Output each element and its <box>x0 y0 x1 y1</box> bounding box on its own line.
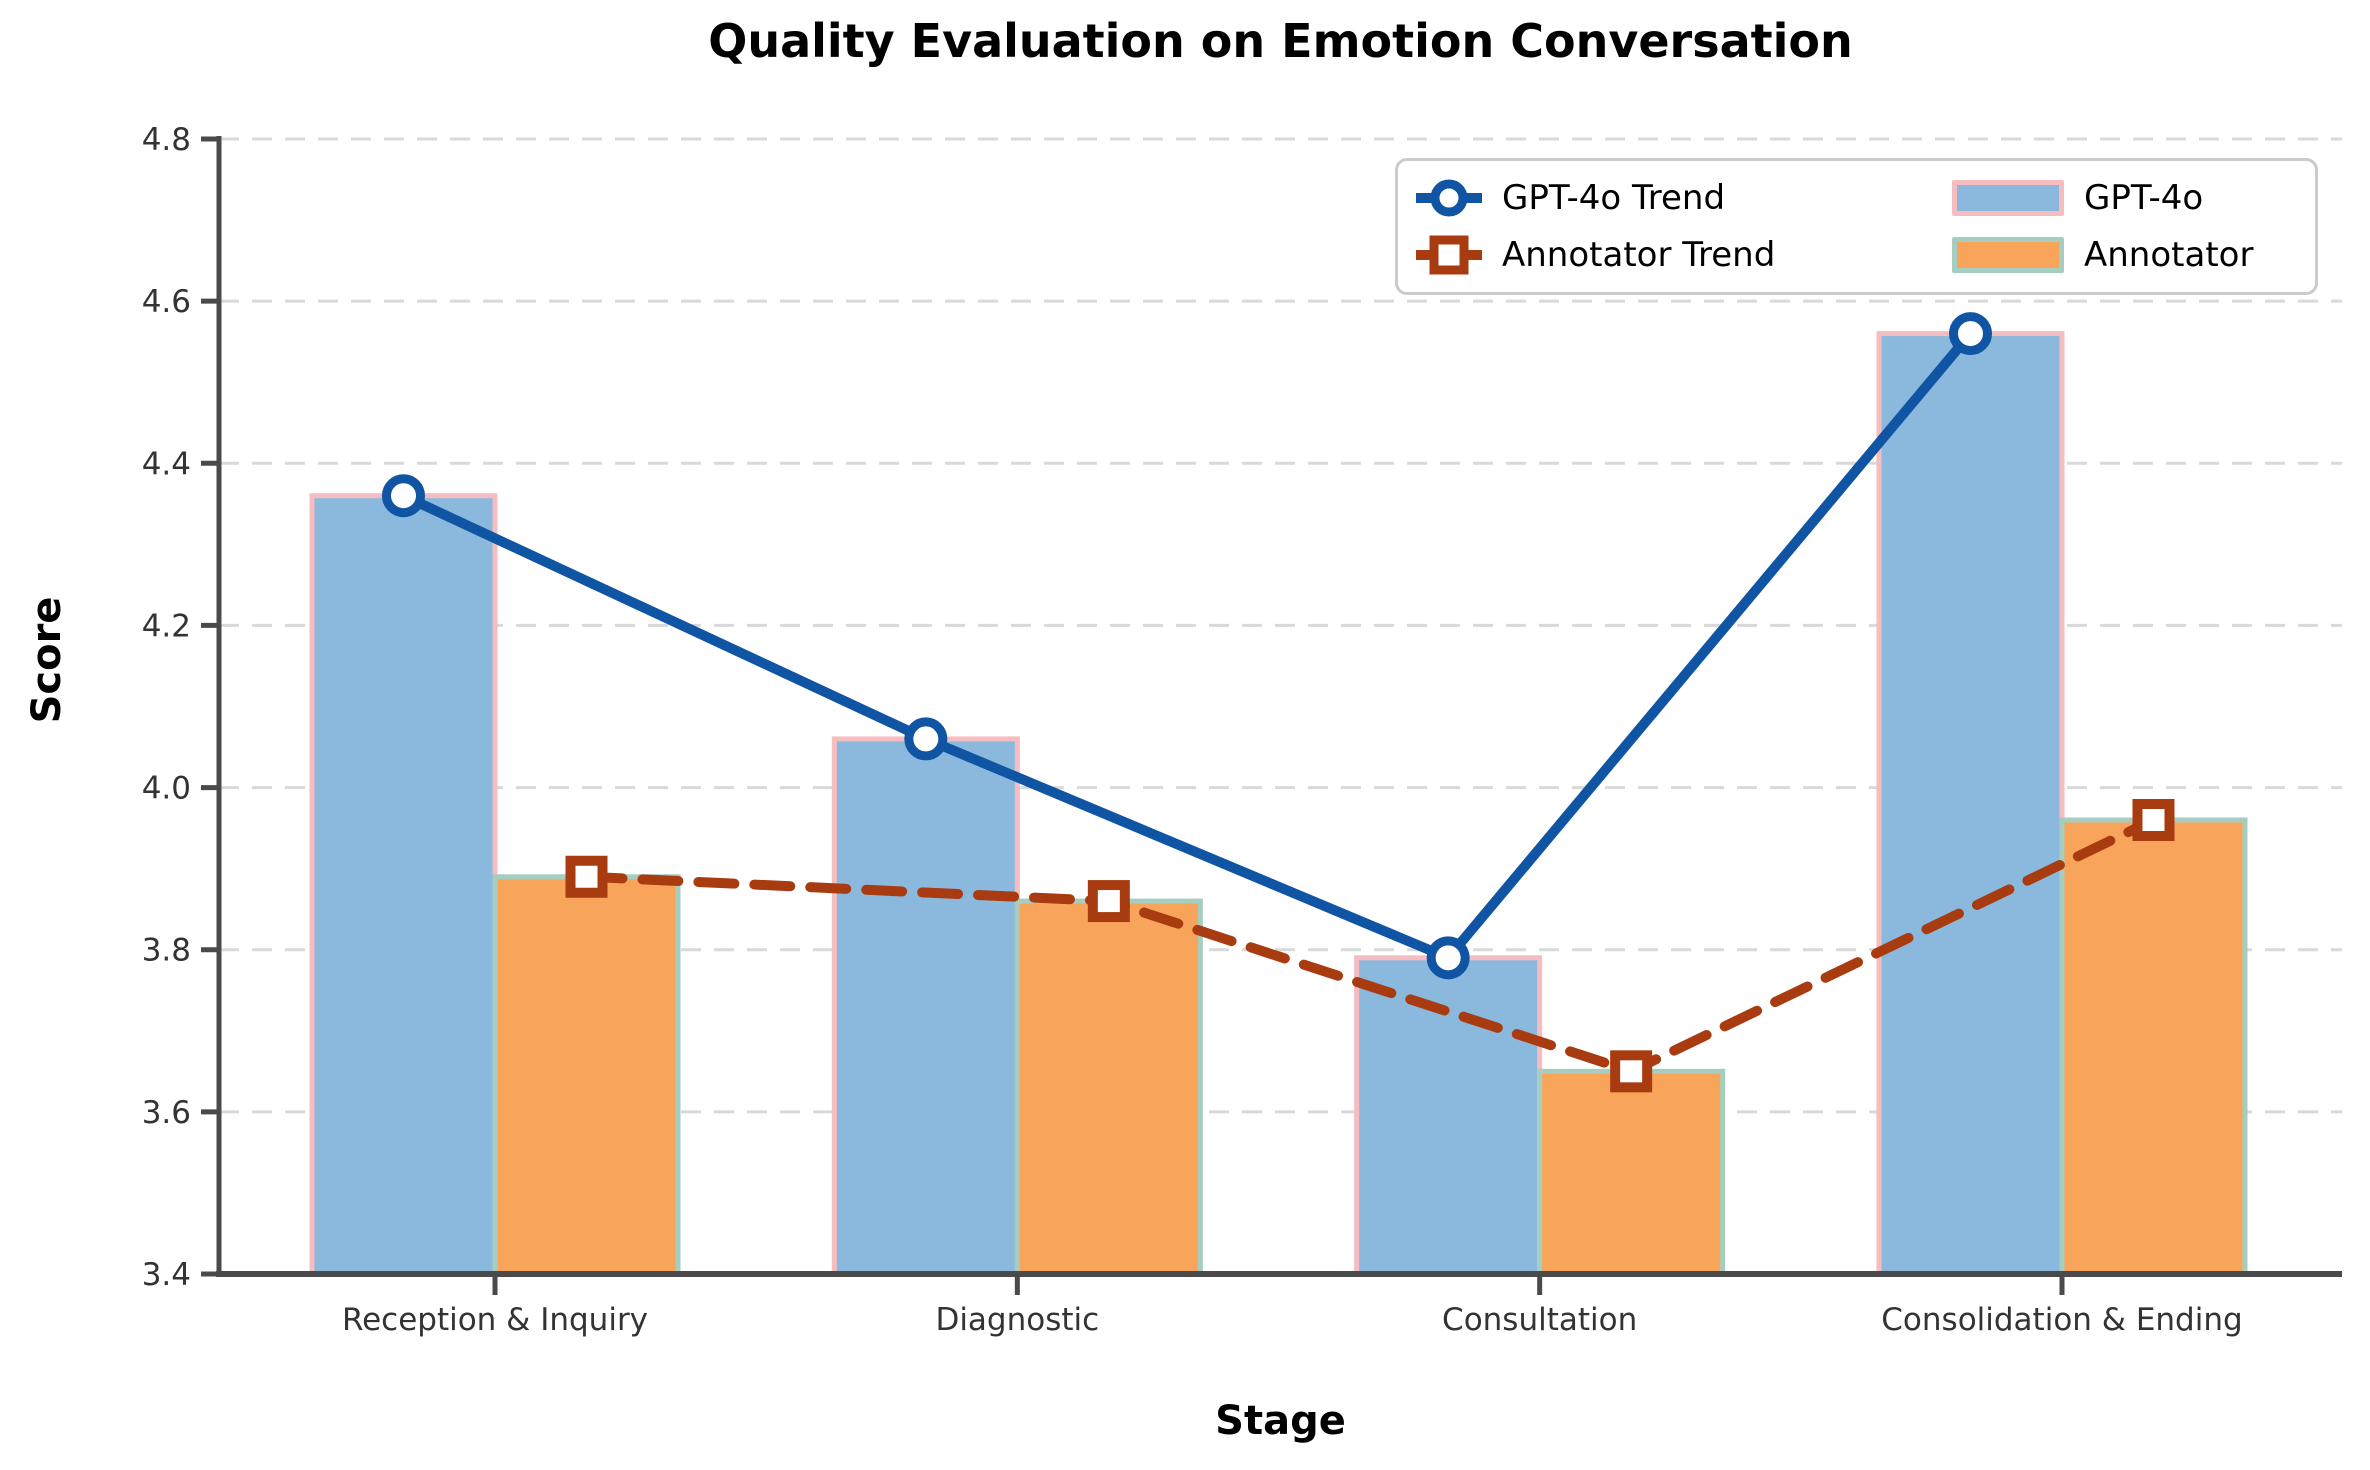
y-tick-label: 4.4 <box>142 446 191 482</box>
x-tick-label: Consolidation & Ending <box>1881 1302 2242 1338</box>
bar-annotator-0 <box>492 874 681 1277</box>
legend: GPT-4o Trend GPT-4o Annotator Trend Anno… <box>1395 158 2318 295</box>
chart-title: Quality Evaluation on Emotion Conversati… <box>708 14 1853 68</box>
bar-gpt-4o-3 <box>1876 331 2065 1277</box>
circle-marker-icon <box>1430 179 1468 217</box>
circle-marker-2 <box>1426 936 1470 980</box>
square-marker-1 <box>1087 880 1130 923</box>
y-tick-label: 4.6 <box>142 284 191 320</box>
circle-marker-0 <box>382 474 425 518</box>
legend-label-annotator: Annotator <box>2084 235 2254 276</box>
y-tick-label: 4.8 <box>142 122 191 158</box>
square-marker-0 <box>565 855 608 898</box>
bar-annotator-3 <box>2059 817 2248 1277</box>
bar-gpt-4o-1 <box>831 736 1020 1277</box>
legend-patch-gpt4o <box>1952 179 2064 216</box>
legend-label-gpt4o-trend: GPT-4o Trend <box>1502 177 1726 218</box>
y-tick-label: 3.8 <box>142 933 191 969</box>
square-marker-icon <box>1429 235 1469 275</box>
x-tick-label: Reception & Inquiry <box>342 1302 648 1338</box>
bar-annotator-1 <box>1014 898 1203 1277</box>
trend-line-gpt-4o-trend <box>398 328 1976 963</box>
y-tick-label: 4.0 <box>142 771 191 807</box>
trend-line-annotator-trend <box>581 815 2159 1077</box>
circle-marker-3 <box>1948 312 1992 356</box>
x-tick-label: Consultation <box>1442 1302 1637 1338</box>
y-tick-label: 3.6 <box>142 1095 191 1131</box>
y-tick-label: 3.4 <box>142 1257 191 1293</box>
legend-patch-annotator <box>1952 237 2064 274</box>
legend-label-annotator-trend: Annotator Trend <box>1502 235 1776 276</box>
legend-line-sample-gpt4o-trend <box>1416 179 1482 217</box>
square-marker-3 <box>2132 799 2175 841</box>
legend-label-gpt4o: GPT-4o <box>2084 177 2204 218</box>
legend-line-sample-annotator-trend <box>1416 235 1482 275</box>
bar-gpt-4o-2 <box>1354 955 1543 1277</box>
circle-marker-1 <box>904 717 948 761</box>
bar-gpt-4o-0 <box>309 493 498 1277</box>
y-tick-label: 4.2 <box>142 608 191 644</box>
x-tick-label: Diagnostic <box>935 1302 1099 1338</box>
x-axis-label: Stage <box>1215 1398 1346 1444</box>
bar-annotator-2 <box>1537 1068 1726 1277</box>
square-marker-2 <box>1610 1050 1653 1093</box>
